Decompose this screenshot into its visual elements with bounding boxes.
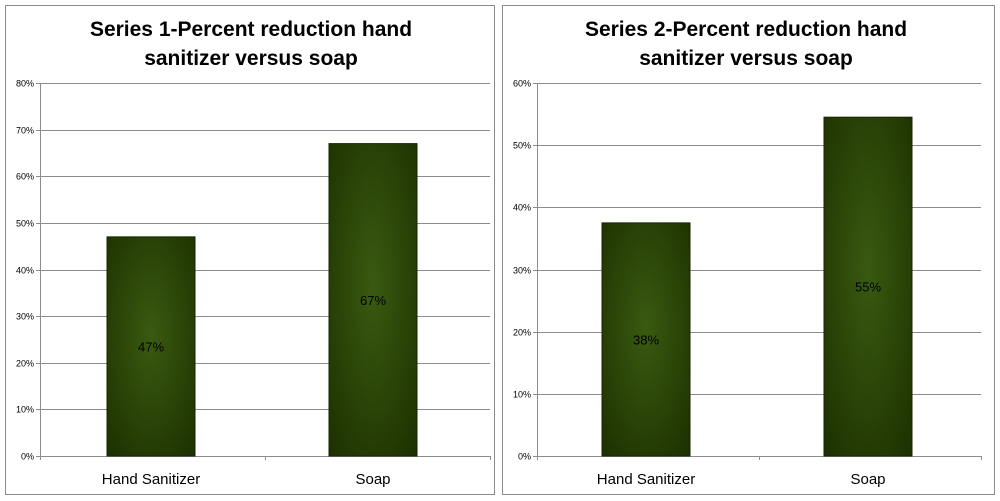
y-tick-label: 0% xyxy=(518,452,531,462)
y-tick-label: 50% xyxy=(513,141,531,151)
y-tick-label: 40% xyxy=(513,203,531,213)
chart-title-line-2: sanitizer versus soap xyxy=(639,47,853,70)
chart-panel-series-2: Series 2-Percent reduction hand sanitize… xyxy=(502,5,995,495)
data-label: 47% xyxy=(138,339,164,354)
bar xyxy=(823,116,913,457)
bar xyxy=(601,222,691,457)
y-tick-label: 10% xyxy=(513,390,531,400)
y-tick-label: 0% xyxy=(21,452,34,462)
y-tick-label: 30% xyxy=(513,266,531,276)
chart-title-line-1: Series 2-Percent reduction hand xyxy=(585,18,907,41)
y-tick-label: 20% xyxy=(513,328,531,338)
y-tick-label: 40% xyxy=(16,266,34,276)
y-tick-label: 70% xyxy=(16,126,34,136)
chart-title-line-2: sanitizer versus soap xyxy=(144,47,358,70)
data-label: 67% xyxy=(360,293,386,308)
y-tick-label: 10% xyxy=(16,405,34,415)
data-label: 55% xyxy=(855,280,881,295)
chart-series-2: Series 2-Percent reduction hand sanitize… xyxy=(513,18,982,488)
category-label: Soap xyxy=(355,471,390,488)
y-tick-label: 30% xyxy=(16,312,34,322)
data-label: 38% xyxy=(633,332,659,347)
category-label: Hand Sanitizer xyxy=(102,471,200,488)
chart-series-1: Series 1-Percent reduction hand sanitize… xyxy=(16,18,491,488)
y-tick-label: 50% xyxy=(16,219,34,229)
chart-panel-series-1: Series 1-Percent reduction hand sanitize… xyxy=(5,5,495,495)
y-tick-label: 60% xyxy=(16,172,34,182)
category-label: Hand Sanitizer xyxy=(597,471,695,488)
y-tick-label: 60% xyxy=(513,79,531,89)
y-tick-label: 20% xyxy=(16,359,34,369)
bar xyxy=(106,236,196,457)
category-label: Soap xyxy=(850,471,885,488)
y-tick-label: 80% xyxy=(16,79,34,89)
chart-title-line-1: Series 1-Percent reduction hand xyxy=(90,18,412,41)
bar xyxy=(328,143,418,457)
